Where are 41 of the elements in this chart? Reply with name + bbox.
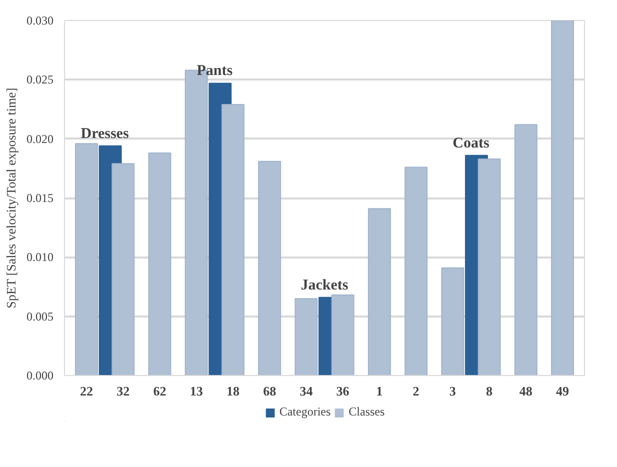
y-tick-label: 0.005 xyxy=(26,309,54,324)
y-axis-title: SpET [Sales velocity/Total exposure time] xyxy=(4,88,18,308)
annotation: Dresses xyxy=(80,126,129,142)
y-tick-label: 0.000 xyxy=(26,368,54,382)
bar xyxy=(551,20,574,376)
annotation: Jackets xyxy=(300,277,348,294)
x-tick-label: 49 xyxy=(556,384,570,398)
annotation: Pants xyxy=(196,63,233,80)
bar xyxy=(221,104,244,376)
bar xyxy=(368,208,391,376)
bar xyxy=(258,160,282,376)
x-tick-label: 18 xyxy=(226,384,240,398)
x-tick-label: 13 xyxy=(190,384,204,398)
y-tick-label: 0.025 xyxy=(26,72,54,87)
y-tick-label: 0.020 xyxy=(26,132,54,146)
x-tick-label: 48 xyxy=(519,384,533,398)
x-tick-label: 2 xyxy=(412,384,420,398)
x-tick-label: 32 xyxy=(116,384,130,398)
x-tick-label: 68 xyxy=(263,384,277,398)
bar xyxy=(294,298,318,376)
bar xyxy=(404,166,428,376)
y-tick-label: 0.030 xyxy=(26,14,54,28)
x-tick-label: 62 xyxy=(153,384,166,398)
y-tick-label: 0.010 xyxy=(26,250,54,264)
legend-label: Categories xyxy=(279,404,331,420)
bar xyxy=(514,124,538,376)
bar xyxy=(478,158,501,376)
bar xyxy=(74,143,98,376)
x-tick-label: 8 xyxy=(486,384,494,398)
bar xyxy=(148,152,172,376)
annotation: Coats xyxy=(452,135,490,152)
x-tick-label: 3 xyxy=(449,384,456,398)
legend-label: Classes xyxy=(348,404,385,420)
x-tick-label: 34 xyxy=(300,384,314,398)
bar xyxy=(441,267,464,376)
bar xyxy=(112,163,135,376)
x-tick-label: 22 xyxy=(80,384,93,398)
x-tick-label: 36 xyxy=(336,384,350,398)
y-tick-label: 0.015 xyxy=(26,191,54,205)
x-tick-label: 1 xyxy=(376,384,383,398)
bar xyxy=(331,294,354,376)
